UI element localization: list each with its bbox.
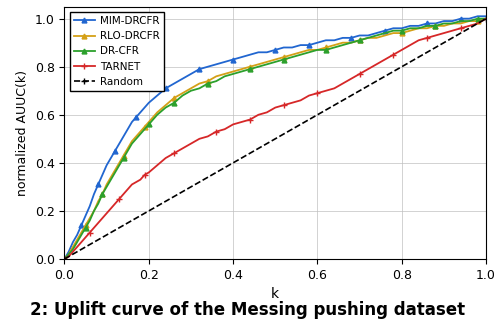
X-axis label: k: k xyxy=(271,287,279,301)
MIM-DRCFR xyxy=(247,53,253,57)
MIM-DRCFR xyxy=(475,14,481,18)
DR-CFR xyxy=(483,17,489,21)
RLO-DRCFR xyxy=(62,257,67,261)
MIM-DRCFR xyxy=(62,257,67,261)
RLO-DRCFR xyxy=(416,26,422,30)
Line: DR-CFR: DR-CFR xyxy=(62,16,489,261)
DR-CFR xyxy=(62,257,67,261)
DR-CFR xyxy=(281,57,287,61)
Text: 2: Uplift curve of the Messing pushing dataset: 2: Uplift curve of the Messing pushing d… xyxy=(30,301,466,319)
TARNET xyxy=(121,192,126,196)
RLO-DRCFR xyxy=(483,17,489,21)
DR-CFR xyxy=(247,67,253,71)
DR-CFR xyxy=(121,156,126,160)
Line: MIM-DRCFR: MIM-DRCFR xyxy=(62,14,489,261)
Legend: MIM-DRCFR, RLO-DRCFR, DR-CFR, TARNET, Random: MIM-DRCFR, RLO-DRCFR, DR-CFR, TARNET, Ra… xyxy=(70,12,164,91)
TARNET xyxy=(247,118,253,122)
DR-CFR xyxy=(475,17,481,21)
TARNET xyxy=(62,257,67,261)
RLO-DRCFR xyxy=(112,168,118,172)
DR-CFR xyxy=(416,26,422,30)
RLO-DRCFR xyxy=(247,65,253,69)
MIM-DRCFR xyxy=(154,94,160,98)
Line: RLO-DRCFR: RLO-DRCFR xyxy=(62,16,489,261)
Line: TARNET: TARNET xyxy=(62,16,489,262)
DR-CFR xyxy=(112,170,118,174)
Y-axis label: normalized AUUC(k): normalized AUUC(k) xyxy=(16,70,29,196)
TARNET xyxy=(416,38,422,42)
TARNET xyxy=(154,163,160,167)
TARNET xyxy=(112,202,118,206)
MIM-DRCFR xyxy=(416,24,422,28)
MIM-DRCFR xyxy=(112,149,118,153)
MIM-DRCFR xyxy=(281,45,287,49)
DR-CFR xyxy=(154,113,160,117)
TARNET xyxy=(483,17,489,21)
MIM-DRCFR xyxy=(483,14,489,18)
TARNET xyxy=(281,103,287,107)
RLO-DRCFR xyxy=(154,110,160,114)
RLO-DRCFR xyxy=(281,55,287,59)
RLO-DRCFR xyxy=(121,154,126,158)
MIM-DRCFR xyxy=(121,134,126,138)
